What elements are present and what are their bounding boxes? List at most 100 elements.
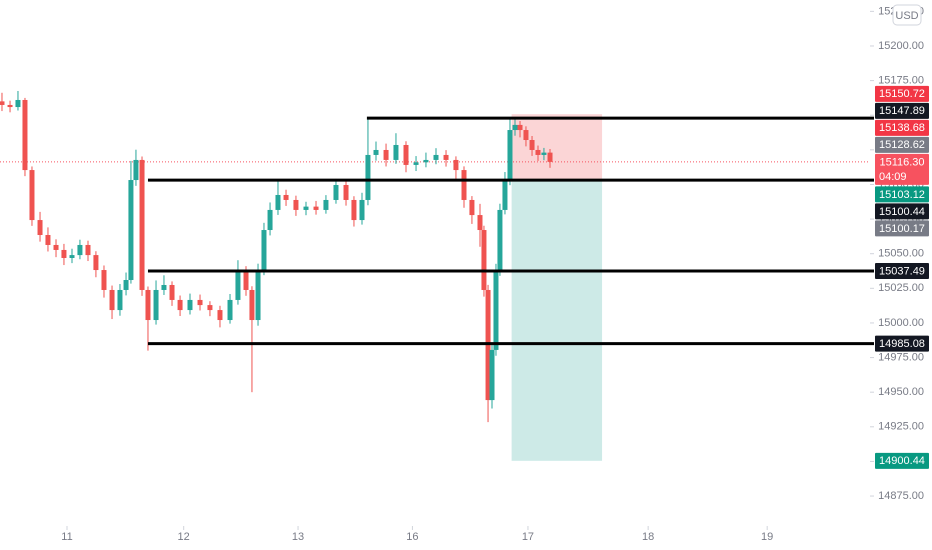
candle-body [53, 244, 59, 250]
candle-body [261, 230, 267, 271]
candle-body [529, 140, 535, 150]
y-tick-label: 15000.00 [878, 317, 924, 329]
price-label-box [875, 220, 929, 237]
candle-body [243, 270, 249, 290]
candle-body [507, 130, 513, 181]
price-label-box [875, 102, 929, 119]
currency-box[interactable] [892, 4, 922, 26]
candle-body [161, 284, 167, 290]
candle-body [343, 185, 349, 200]
candle-body [383, 149, 389, 160]
y-tick-label: 14925.00 [878, 421, 924, 433]
candle-body [85, 244, 91, 256]
candle-body [293, 199, 299, 210]
candle-body [541, 152, 547, 155]
candle-body [489, 349, 495, 401]
candle-body [133, 159, 139, 181]
candle-body [477, 215, 483, 231]
candle-body [535, 149, 541, 155]
candle-body [547, 152, 553, 162]
price-label-box [875, 203, 929, 220]
price-label-box [875, 452, 929, 469]
y-tick-label: 14975.00 [878, 351, 924, 363]
candle-body [423, 159, 429, 163]
candle-body [235, 270, 241, 300]
x-tick-label: 17 [522, 531, 534, 543]
candle-body [497, 209, 503, 271]
candle-body [227, 299, 233, 321]
candle-body [117, 289, 123, 311]
candle-body [267, 209, 273, 231]
price-label: 15100.44 [879, 206, 925, 218]
price-label-box [875, 263, 929, 280]
candle-body [0, 101, 5, 105]
candle-body [45, 235, 51, 245]
candle-body [123, 280, 129, 290]
candle-body [413, 162, 419, 165]
x-tick-label: 16 [406, 531, 418, 543]
price-label: 14900.44 [879, 455, 925, 467]
candle-body [69, 255, 75, 258]
candle-body [169, 284, 175, 300]
current-price-label: 15116.30 [879, 156, 924, 168]
candle-body [313, 206, 319, 210]
candle-body [77, 244, 83, 256]
candle-body [365, 154, 371, 200]
candle-body [93, 255, 99, 271]
candle-body [373, 149, 379, 155]
candle-body [177, 299, 183, 311]
candle-body [217, 310, 223, 321]
candle-body [7, 104, 13, 108]
candle-body [153, 289, 159, 321]
candle-body [481, 230, 487, 290]
price-label: 15138.68 [879, 122, 925, 134]
price-label: 14985.08 [879, 338, 925, 350]
candle-body [502, 180, 508, 210]
candle-body [128, 180, 134, 281]
currency: USD [895, 10, 918, 22]
price-label-box [875, 186, 929, 203]
price-label: 15147.89 [879, 105, 925, 117]
candle-body [197, 299, 203, 306]
candle-body [255, 270, 261, 321]
price-label-box [875, 335, 929, 352]
candle-body [512, 124, 518, 131]
candle-body [187, 299, 193, 311]
candle-body [207, 305, 213, 311]
candle-body [359, 199, 365, 221]
y-tick-label: 14950.00 [878, 386, 924, 398]
price-label: 15100.17 [879, 223, 925, 235]
x-tick-label: 12 [178, 531, 190, 543]
candle-body [145, 289, 151, 321]
candle-body [29, 170, 35, 221]
y-tick-label: 15050.00 [878, 248, 924, 260]
candle-body [469, 199, 475, 216]
candle-body [453, 159, 459, 171]
price-axis: 14875.0014900.0014925.0014950.0014975.00… [61, 5, 929, 543]
candle-body [61, 249, 67, 258]
x-tick-label: 11 [61, 531, 72, 543]
candle-body [37, 220, 43, 236]
candle-body [101, 270, 107, 290]
candle-body [109, 289, 115, 311]
y-tick-label: 15025.00 [878, 282, 924, 294]
candle-body [461, 170, 467, 200]
y-tick-label: 14875.00 [878, 490, 924, 502]
candle-body [393, 144, 399, 160]
candle-body [433, 154, 439, 160]
x-tick-label: 19 [761, 531, 773, 543]
price-label: 15103.12 [879, 189, 925, 201]
y-tick-label: 15175.00 [878, 75, 924, 87]
price-label-box [875, 136, 929, 153]
stop-zone [511, 114, 603, 181]
price-label: 15037.49 [879, 265, 925, 277]
candle-body [139, 159, 145, 290]
y-tick-label: 15200.00 [878, 40, 924, 52]
candle-body [15, 99, 21, 108]
price-label: 15150.72 [879, 88, 925, 100]
price-label: 15128.62 [879, 139, 925, 151]
candle-body [517, 124, 523, 131]
price-label-box [875, 119, 929, 136]
target-zone [511, 180, 603, 461]
